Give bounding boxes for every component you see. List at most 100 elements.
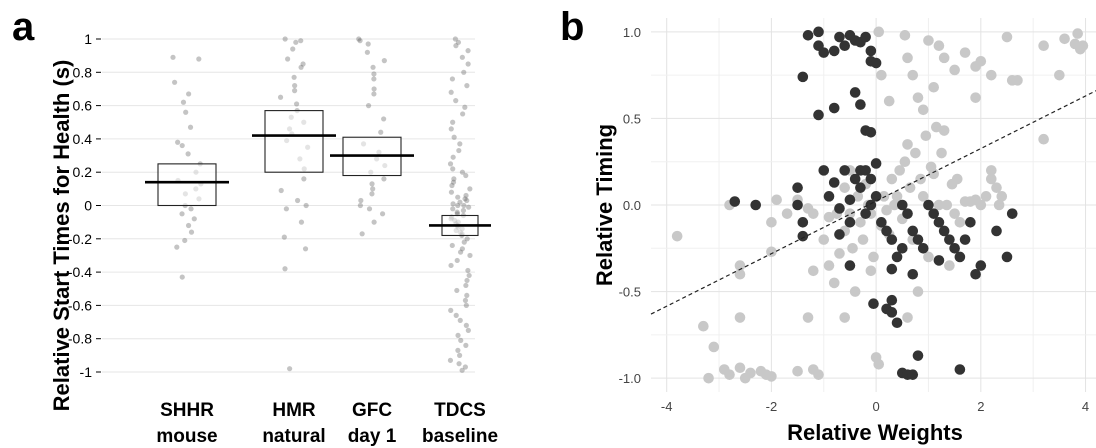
panel-a-data-point [369, 181, 375, 187]
panel-b-light-point [792, 365, 803, 377]
panel-a-data-point [298, 38, 304, 44]
panel-b-dark-point [860, 208, 871, 219]
panel-b-dark-point [912, 234, 924, 245]
panel-b-dark-point [949, 242, 960, 254]
panel-b-dark-point [750, 199, 762, 211]
panel-a-y-tick-label: -0.8 [68, 331, 92, 347]
panel-a-data-point [292, 88, 298, 94]
panel-b-light-point [970, 92, 981, 103]
panel-a-data-point [188, 206, 194, 212]
panel-b-x-tick-label: 2 [977, 399, 984, 414]
panel-a-data-point [359, 231, 365, 237]
panel-b-light-point [844, 208, 856, 219]
panel-b-light-point [1001, 31, 1013, 43]
panel-a-data-point [450, 119, 456, 125]
panel-b-light-point [970, 61, 981, 72]
panel-b-dark-point [896, 242, 908, 254]
panel-b-light-point [938, 125, 950, 136]
panel-a-data-point [448, 126, 454, 132]
panel-a-category-sublabel: natural [262, 426, 325, 447]
panel-a-data-point [455, 332, 461, 338]
panel-b-dark-point [828, 45, 840, 57]
panel-a-y-axis-title: Relative Start Times for Health (s) [49, 60, 74, 412]
panel-a-data-point [182, 237, 188, 244]
panel-b-dark-point [870, 158, 882, 169]
panel-b-light-point [985, 165, 997, 176]
panel-b-dark-point [944, 234, 955, 245]
panel-b-dark-point [923, 199, 934, 211]
panel-b-light-point [734, 260, 746, 271]
panel-b-dark-point [813, 26, 824, 38]
panel-a-data-point [450, 154, 456, 160]
panel-b-light-point [771, 194, 782, 206]
panel-a-data-point [378, 129, 384, 135]
panel-b-x-tick-label: 4 [1082, 399, 1089, 414]
panel-a-data-point [464, 292, 470, 299]
panel-b-light-point [671, 230, 683, 242]
panel-a-data-point [457, 249, 464, 255]
panel-b-dark-point [865, 126, 877, 138]
panel-b-dark-point [876, 217, 887, 228]
panel-b-dark-point [891, 317, 903, 329]
panel-b-dark-point [954, 251, 966, 263]
panel-a-data-point [185, 222, 192, 229]
panel-b-light-point [839, 182, 851, 193]
panel-b-dark-point [802, 30, 814, 41]
panel-a-data-point [365, 103, 372, 109]
panel-a-data-point [283, 206, 289, 212]
panel-b-dark-point [1001, 251, 1013, 263]
panel-a-data-point [185, 151, 191, 157]
panel-a-y-tick-label: -0.4 [68, 264, 92, 280]
panel-b-letter: b [560, 5, 584, 49]
panel-b-y-tick-label: -0.5 [619, 285, 641, 300]
panel-a-category-label: GFC [352, 400, 392, 421]
panel-b-light-point [928, 168, 940, 180]
panel-a-data-point [462, 104, 468, 110]
panel-a-data-point [462, 297, 469, 304]
panel-b-light-point [703, 372, 714, 384]
panel-b-dark-point [792, 182, 803, 193]
panel-b-dark-point [860, 165, 871, 176]
panel-b-dark-point [823, 191, 835, 202]
panel-a-y-tick-label: 1 [84, 31, 92, 47]
panel-b-light-point [823, 260, 835, 271]
panel-b-dark-point [844, 217, 856, 228]
panel-a-data-point [293, 101, 300, 107]
panel-b-light-point [876, 69, 887, 81]
panel-a-data-point [450, 166, 456, 172]
panel-a-data-point [356, 36, 362, 42]
panel-b-light-point [980, 191, 992, 202]
panel-b-light-point [991, 182, 1002, 193]
panel-a-data-point [459, 246, 465, 252]
panel-b-light-point [855, 217, 866, 228]
panel-b-light-point [1038, 133, 1049, 145]
panel-a-data-point [457, 141, 463, 147]
panel-a-data-point [456, 147, 462, 154]
panel-a-data-point [285, 56, 291, 62]
panel-a-grid [102, 38, 475, 373]
panel-a-data-point [290, 46, 296, 52]
panel-b-light-point [828, 277, 840, 289]
panel-b-dark-point [849, 173, 861, 185]
panel-a-data-point [449, 182, 455, 189]
panel-a-data-point [457, 199, 463, 205]
panel-b-light-point [834, 248, 845, 259]
panel-b-light-point [708, 341, 720, 353]
panel-b-light-point [949, 64, 960, 76]
panel-b-dark-point [938, 225, 950, 237]
panel-b-x-tick-label: 0 [873, 399, 880, 414]
panel-b-dark-point [818, 47, 830, 58]
panel-b-dark-point [891, 251, 903, 263]
panel-a-y-tick-label: -1 [80, 364, 93, 380]
panel-a: a Relative Start Times for Health (s) 1 0… [12, 5, 498, 447]
panel-a-category-label: HMR [272, 400, 316, 421]
panel-b-light-point [865, 265, 877, 277]
panel-a-data-point [459, 169, 466, 175]
panel-b-light-point [951, 173, 963, 185]
panel-a-box [157, 163, 217, 207]
panel-b-dark-point [933, 217, 945, 228]
panel-b-light-point [745, 367, 756, 379]
panel-b-y-tick-label: 1.0 [623, 25, 641, 40]
panel-a-data-point [175, 139, 181, 145]
